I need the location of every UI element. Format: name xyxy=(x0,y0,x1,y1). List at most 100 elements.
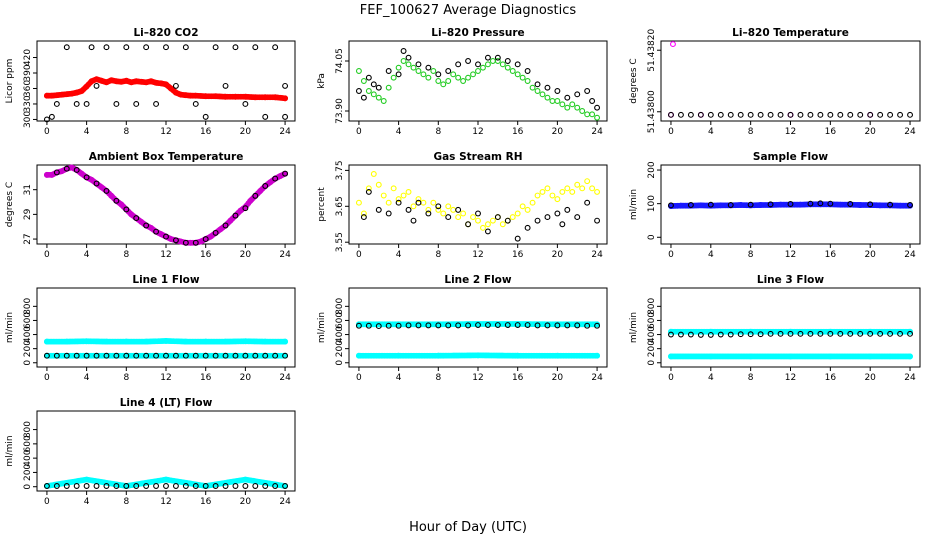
y-tick-label: 74.05 xyxy=(335,48,345,74)
data-point xyxy=(544,322,551,329)
data-point xyxy=(584,322,591,329)
data-point xyxy=(514,235,521,242)
data-point xyxy=(187,92,194,99)
x-tick-label: 4 xyxy=(84,250,90,260)
data-point xyxy=(360,214,367,221)
x-tick-label: 16 xyxy=(200,127,212,137)
data-point xyxy=(787,111,794,118)
data-point xyxy=(470,71,476,78)
data-point xyxy=(425,74,432,81)
data-point xyxy=(445,68,452,74)
data-point xyxy=(430,68,437,74)
y-tick-label: 200 xyxy=(23,464,33,481)
data-point xyxy=(847,330,854,337)
data-point xyxy=(594,188,601,195)
data-point xyxy=(787,201,794,207)
data-point xyxy=(514,210,521,217)
data-point xyxy=(360,94,367,101)
data-point xyxy=(282,338,289,345)
data-point xyxy=(668,111,674,118)
data-point xyxy=(435,203,442,210)
data-point xyxy=(405,322,412,329)
data-point xyxy=(385,210,392,217)
data-point xyxy=(847,111,854,118)
x-tick-label: 4 xyxy=(708,127,714,137)
data-point xyxy=(504,58,511,64)
data-point xyxy=(504,64,511,71)
data-point xyxy=(355,88,362,94)
data-point xyxy=(877,111,884,118)
data-point xyxy=(113,101,120,107)
data-point xyxy=(475,322,481,328)
panel-10: Line 4 (LT) Flow 0 4 8 12 16 20 24 0 200400600800… xyxy=(5,397,296,507)
x-tick-label: 8 xyxy=(123,373,129,383)
data-point xyxy=(445,214,452,221)
data-point xyxy=(242,205,249,212)
data-point xyxy=(499,221,506,228)
data-point xyxy=(53,169,60,176)
y-axis-label: ml/min xyxy=(5,312,15,343)
data-point xyxy=(717,111,724,118)
data-point xyxy=(172,237,179,244)
data-point xyxy=(549,98,556,104)
data-point xyxy=(172,352,179,359)
data-point xyxy=(425,210,432,217)
data-point xyxy=(83,83,90,90)
y-tick-label: 800 xyxy=(647,297,657,314)
data-point xyxy=(282,95,289,102)
plot-frame xyxy=(348,40,608,122)
data-point xyxy=(707,111,714,118)
data-point xyxy=(415,199,422,206)
panel-2: Li–820 Pressure 0 4 8 12 16 20 24 73.90 74.05 kPa xyxy=(317,27,608,137)
data-point xyxy=(569,188,576,195)
data-point xyxy=(435,78,442,84)
data-point xyxy=(797,111,804,118)
y-tick-label: 29 xyxy=(23,208,33,220)
data-point xyxy=(202,483,209,489)
data-point xyxy=(43,116,50,123)
y-axis-label: Licor ppm xyxy=(5,59,15,104)
data-point xyxy=(73,166,80,173)
data-point xyxy=(787,330,794,337)
data-point xyxy=(484,221,491,228)
data-point xyxy=(212,44,219,51)
data-point xyxy=(475,352,481,359)
data-point xyxy=(68,164,75,171)
data-point xyxy=(450,206,457,213)
plot-frame xyxy=(36,164,296,245)
data-point xyxy=(370,171,377,177)
data-point xyxy=(282,113,289,120)
data-point xyxy=(757,202,764,208)
data-point xyxy=(53,483,60,489)
data-point xyxy=(420,71,427,78)
x-tick-label: 20 xyxy=(552,373,564,383)
x-tick-label: 16 xyxy=(512,250,524,260)
data-point xyxy=(554,210,561,217)
data-point xyxy=(282,483,289,489)
data-point xyxy=(400,58,407,64)
x-tick-label: 0 xyxy=(668,250,674,260)
data-point xyxy=(544,185,551,192)
data-point xyxy=(123,44,130,51)
y-tick-label: 200 xyxy=(335,340,345,357)
data-point xyxy=(405,54,412,61)
data-point xyxy=(153,483,160,489)
data-point xyxy=(697,202,704,209)
data-point xyxy=(365,188,372,195)
y-tick-label: 200 xyxy=(23,340,33,357)
data-point xyxy=(197,238,204,245)
data-point xyxy=(544,84,551,91)
data-point xyxy=(440,81,447,88)
y-tick-label: 31 xyxy=(23,184,33,195)
data-point xyxy=(817,111,824,118)
data-point xyxy=(534,88,541,94)
data-point xyxy=(98,184,105,191)
data-point xyxy=(133,352,140,359)
data-point xyxy=(78,170,85,177)
data-point xyxy=(83,338,90,345)
data-point xyxy=(415,61,422,68)
x-tick-label: 16 xyxy=(200,373,212,383)
data-point xyxy=(425,206,432,213)
x-tick-label: 8 xyxy=(435,373,441,383)
x-tick-label: 8 xyxy=(748,373,754,383)
